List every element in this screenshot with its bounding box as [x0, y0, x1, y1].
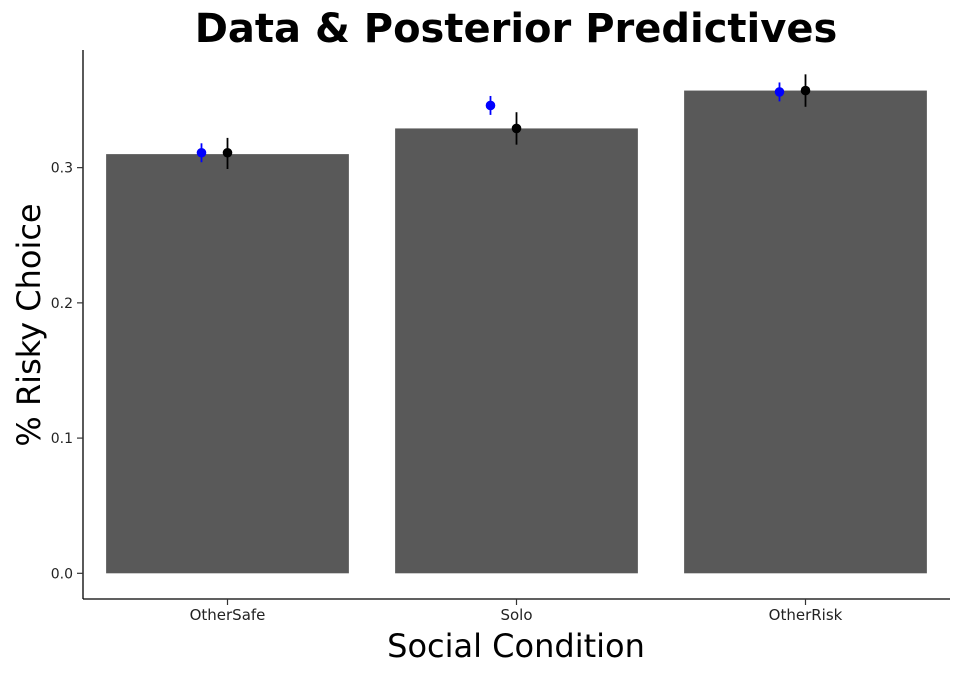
data-point	[196, 147, 207, 158]
x-tick-label: Solo	[500, 606, 532, 624]
chart-title: Data & Posterior Predictives	[195, 6, 838, 52]
x-tick-label: OtherSafe	[190, 606, 266, 624]
x-axis-label: Social Condition	[387, 627, 645, 665]
data-point	[800, 85, 811, 96]
data-point	[222, 147, 233, 158]
plot-area: 0.0 0.1 0.2 0.3 OtherSafe Solo OtherRisk	[51, 50, 950, 624]
bar-solo	[395, 128, 638, 574]
bar-othersafe	[106, 154, 349, 574]
y-tick-label: 0.3	[51, 161, 73, 177]
bar-otherrisk	[684, 90, 927, 574]
y-axis-label: % Risky Choice	[10, 203, 48, 446]
data-point	[774, 87, 785, 97]
data-point	[511, 123, 522, 134]
data-point	[485, 100, 496, 111]
y-tick-label: 0.0	[51, 566, 73, 582]
y-tick-label: 0.1	[51, 431, 73, 447]
x-tick-label: OtherRisk	[769, 606, 843, 624]
y-tick-label: 0.2	[51, 296, 73, 312]
